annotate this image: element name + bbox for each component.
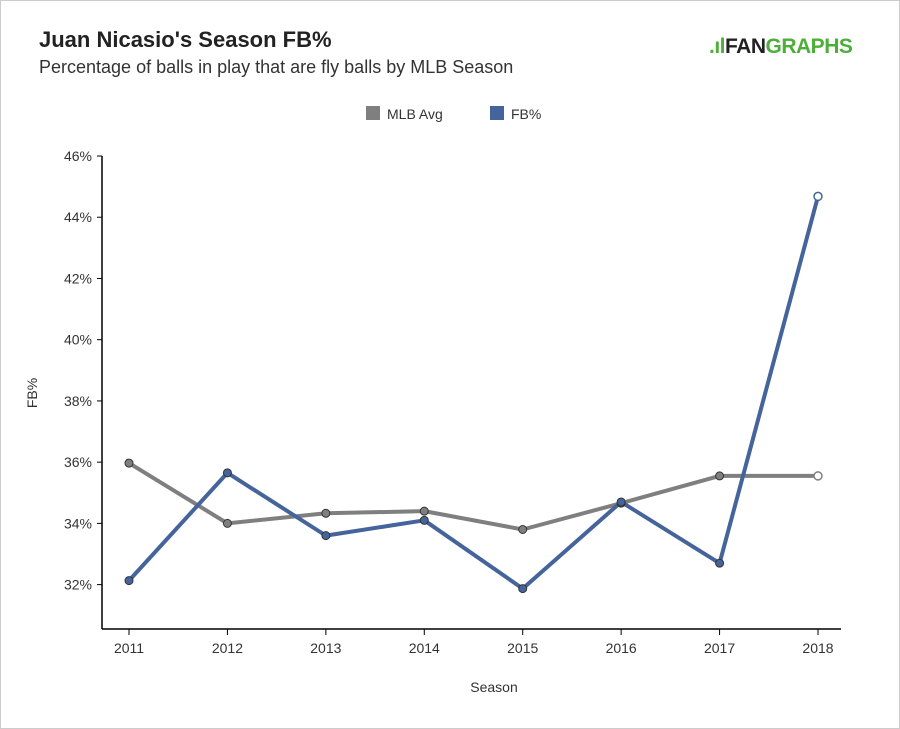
data-point-0 [124,458,134,468]
series-line-0 [127,461,818,532]
y-tick-label: 34% [64,515,92,531]
data-point-1 [124,576,134,586]
series-line-1 [127,195,820,591]
chart-subtitle: Percentage of balls in play that are fly… [39,57,514,77]
data-point-0 [518,525,528,535]
data-point-1 [321,531,331,541]
data-point-0 [222,518,232,528]
y-tick-label: 38% [64,393,92,409]
y-tick-label: 40% [64,332,92,348]
data-point-0 [715,471,725,481]
legend-label-0: MLB Avg [387,106,443,122]
data-point-1 [616,497,626,507]
y-tick-label: 46% [64,148,92,164]
y-tick-label: 44% [64,209,92,225]
x-tick-label: 2017 [704,640,735,656]
data-point-1 [518,584,528,594]
data-point-0 [321,508,331,518]
x-tick-label: 2013 [310,640,341,656]
x-axis-label: Season [470,679,517,695]
x-tick-label: 2014 [409,640,440,656]
x-tick-label: 2016 [606,640,637,656]
legend-swatch-0 [366,106,380,120]
y-tick-label: 36% [64,454,92,470]
y-tick-label: 32% [64,577,92,593]
legend-label-1: FB% [511,106,541,122]
data-point-0 [419,506,429,516]
data-point-1 [813,191,823,202]
data-point-1 [419,515,429,525]
data-point-1 [222,468,232,478]
chart-title: Juan Nicasio's Season FB% [39,27,332,52]
y-axis-label: FB% [24,378,40,408]
y-tick-label: 42% [64,270,92,286]
legend-swatch-1 [490,106,504,120]
x-tick-label: 2018 [802,640,833,656]
x-tick-label: 2011 [114,640,144,656]
data-point-1 [715,558,725,568]
x-tick-label: 2012 [212,640,243,656]
data-point-0 [813,471,823,481]
x-tick-label: 2015 [507,640,538,656]
fangraphs-logo: .ılFANGRAPHS [709,35,853,58]
